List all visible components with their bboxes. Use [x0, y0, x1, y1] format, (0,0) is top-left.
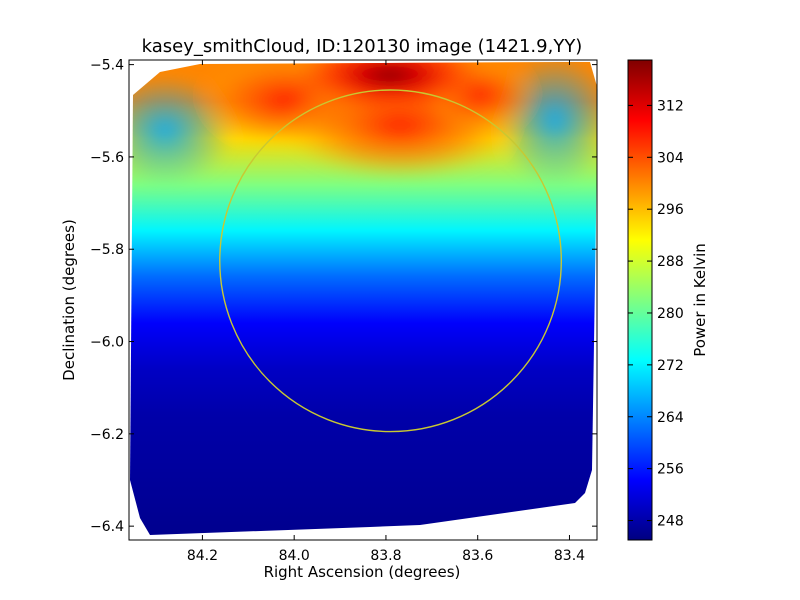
colorbar-tick-label: 296 [657, 202, 684, 218]
chart-title: kasey_smithCloud, ID:120130 image (1421.… [142, 36, 583, 57]
colorbar-tick-label: 264 [657, 410, 684, 426]
colorbar: 248 256 264 272 280 288 296 304 312 [627, 59, 684, 541]
cool-lobe-left [130, 75, 235, 185]
plot-area: 84.2 84.0 83.8 83.6 83.4 −5.4 −5.6 −5.8 −6.0 −6.… [90, 58, 598, 564]
y-tick-label: −6.0 [90, 335, 124, 351]
x-axis-label: Right Ascension (degrees) [264, 563, 461, 581]
colorbar-tick-label: 248 [657, 514, 684, 530]
x-tick-label: 84.2 [187, 548, 218, 564]
x-axis-ticks: 84.2 84.0 83.8 83.6 83.4 [187, 60, 585, 564]
y-tick-label: −5.8 [90, 242, 124, 258]
contour-circle [219, 89, 562, 433]
colorbar-tick-label: 272 [657, 358, 684, 374]
feature-overlays [130, 62, 598, 185]
y-tick-label: −6.2 [90, 427, 124, 443]
colorbar-gradient [628, 60, 652, 540]
colorbar-tick-label: 280 [657, 306, 684, 322]
x-tick-label: 84.0 [279, 548, 310, 564]
colorbar-tick-label: 312 [657, 98, 684, 114]
colorbar-ticks: 248 256 264 272 280 288 296 304 312 [628, 98, 684, 530]
colorbar-frame [627, 59, 653, 541]
hot-core [295, 62, 485, 110]
y-axis-label: Declination (degrees) [60, 219, 78, 381]
y-tick-label: −5.4 [90, 58, 124, 74]
x-tick-label: 83.8 [370, 548, 401, 564]
plot-frame [128, 59, 598, 541]
colorbar-tick-label: 256 [657, 462, 684, 478]
colorbar-tick-label: 288 [657, 254, 684, 270]
y-axis-ticks: −5.4 −5.6 −5.8 −6.0 −6.2 −6.4 [90, 58, 597, 535]
x-tick-label: 83.4 [554, 548, 585, 564]
heatmap-field [130, 62, 598, 535]
y-tick-label: −5.6 [90, 150, 124, 166]
x-tick-label: 83.6 [462, 548, 493, 564]
colorbar-label: Power in Kelvin [691, 243, 709, 357]
y-tick-label: −6.4 [90, 519, 124, 535]
colorbar-tick-label: 304 [657, 150, 684, 166]
